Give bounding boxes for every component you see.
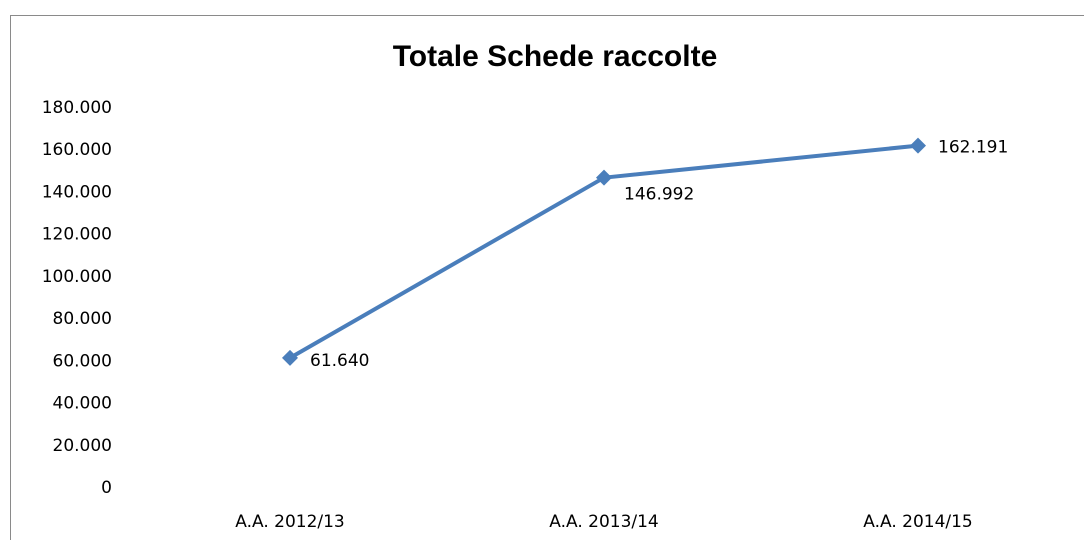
data-label: 146.992 [624, 185, 694, 205]
y-tick-label: 80.000 [53, 309, 112, 329]
y-tick-label: 0 [101, 478, 112, 498]
data-label: 162.191 [938, 138, 1008, 158]
x-tick-label: A.A. 2012/13 [235, 512, 345, 532]
marker [910, 137, 926, 154]
y-tick-label: 40.000 [53, 394, 112, 414]
y-tick-label: 140.000 [42, 182, 112, 202]
y-tick-label: 60.000 [53, 351, 112, 371]
data-label: 61.640 [310, 351, 369, 371]
chart-frame [10, 15, 1084, 540]
chart-title: Totale Schede raccolte [393, 40, 718, 73]
x-tick-label: A.A. 2013/14 [549, 512, 659, 532]
y-tick-label: 20.000 [53, 436, 112, 456]
marker [282, 349, 298, 366]
y-tick-label: 180.000 [42, 98, 112, 118]
marker [596, 169, 612, 186]
y-tick-label: 100.000 [42, 267, 112, 287]
y-tick-label: 120.000 [42, 225, 112, 245]
x-tick-label: A.A. 2014/15 [863, 512, 973, 532]
y-tick-label: 160.000 [42, 140, 112, 160]
